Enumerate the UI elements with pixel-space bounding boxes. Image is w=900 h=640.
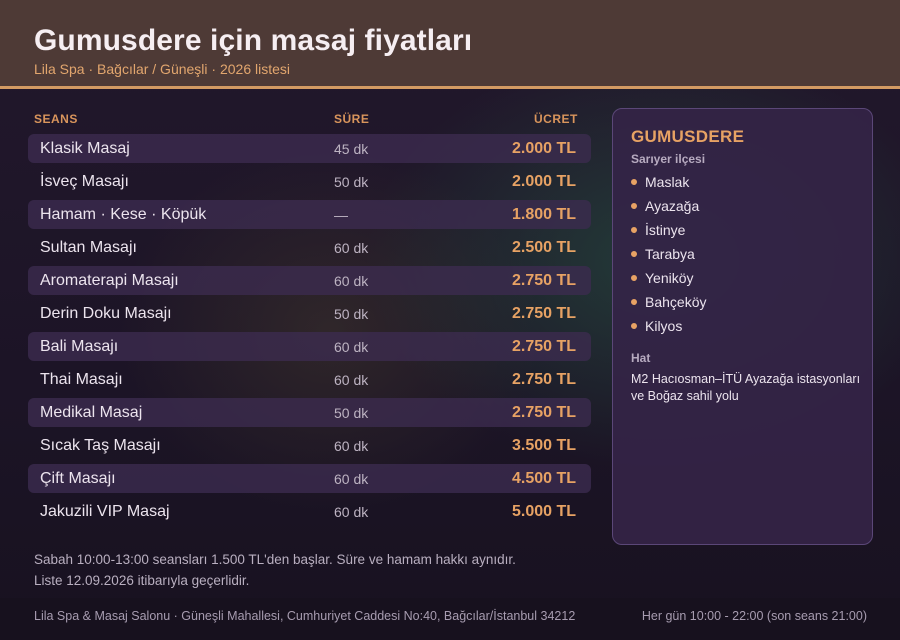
table-row: Derin Doku Masajı 50 dk 2.750 TL [28,297,591,330]
session-name: Bali Masajı [40,337,119,355]
session-price: 2.750 TL [511,271,576,289]
table-row: Aromaterapi Masajı 60 dk 2.750 TL [28,266,591,295]
session-price: 2.750 TL [511,337,576,355]
session-price: 1.800 TL [511,205,576,223]
district-item: Bahçeköy [631,290,706,314]
table-row: Çift Masajı 60 dk 4.500 TL [28,464,591,493]
morning-note: Sabah 10:00-13:00 seansları 1.500 TL'den… [34,552,516,567]
session-price: 4.500 TL [511,469,576,487]
session-price: 2.750 TL [511,370,576,388]
table-row: Hamam · Kese · Köpük — 1.800 TL [28,200,591,229]
district-item: Tarabya [631,242,706,266]
panel-title: GUMUSDERE [631,127,745,146]
page-subtitle: Lila Spa · Bağcılar / Güneşli · 2026 lis… [34,61,291,77]
column-header-duration: SÜRE [334,112,370,126]
session-price: 5.000 TL [511,502,576,520]
session-price: 2.500 TL [511,238,576,256]
table-row: Sultan Masajı 60 dk 2.500 TL [28,231,591,264]
session-name: Medikal Masaj [40,403,143,421]
session-name: İsveç Masajı [40,172,129,190]
table-row: Medikal Masaj 50 dk 2.750 TL [28,398,591,427]
bullet-icon [631,203,637,209]
district-label: Ayazağa [645,198,700,214]
page-title: Gumusdere için masaj fiyatları [34,24,473,57]
page-header: Gumusdere için masaj fiyatları Lila Spa … [0,0,900,89]
table-row: Bali Masajı 60 dk 2.750 TL [28,332,591,361]
session-duration: 50 dk [334,305,369,322]
bullet-icon [631,299,637,305]
session-price: 2.000 TL [511,172,576,190]
session-name: Aromaterapi Masajı [40,271,179,289]
session-duration: 60 dk [334,371,369,388]
session-duration: 60 dk [334,437,369,454]
district-list: Maslak Ayazağa İstinye Tarabya Yeniköy Bahçek… [631,170,706,338]
district-label: Yeniköy [645,270,694,286]
session-price: 3.500 TL [511,436,576,454]
session-name: Klasik Masaj [40,139,130,157]
session-price: 2.750 TL [511,403,576,421]
price-table: Klasik Masaj 45 dk 2.000 TL İsveç Masajı 50 … [28,132,591,528]
session-duration: 45 dk [334,140,369,157]
district-item: Kilyos [631,314,706,338]
district-label: Bahçeköy [645,294,707,310]
table-row: İsveç Masajı 50 dk 2.000 TL [28,165,591,198]
footer-hours: Her gün 10:00 - 22:00 (son seans 21:00) [641,609,867,623]
transit-line-text: M2 Hacıosman–İTÜ Ayazağa istasyonları ve… [631,372,861,403]
bullet-icon [631,323,637,329]
session-name: Thai Masajı [40,370,123,388]
district-label: Tarabya [645,246,695,262]
session-duration: 60 dk [334,239,369,256]
session-duration: 60 dk [334,272,369,289]
table-row: Thai Masajı 60 dk 2.750 TL [28,363,591,396]
bullet-icon [631,227,637,233]
page-footer: Lila Spa & Masaj Salonu · Güneşli Mahall… [0,598,900,640]
session-name: Çift Masajı [40,469,116,487]
table-row: Sıcak Taş Masajı 60 dk 3.500 TL [28,429,591,462]
session-duration: — [334,206,348,223]
validity-note: Liste 12.09.2026 itibarıyla geçerlidir. [34,573,250,588]
district-item: Ayazağa [631,194,706,218]
session-duration: 60 dk [334,470,369,487]
session-price: 2.750 TL [511,304,576,322]
column-header-session: SEANS [34,112,78,126]
district-label: İstinye [645,222,686,238]
session-name: Hamam · Kese · Köpük [40,205,207,223]
session-duration: 60 dk [334,338,369,355]
table-row: Klasik Masaj 45 dk 2.000 TL [28,134,591,163]
table-row: Jakuzili VIP Masaj 60 dk 5.000 TL [28,495,591,528]
district-label: Maslak [645,174,690,190]
footer-address: Lila Spa & Masaj Salonu · Güneşli Mahall… [34,609,576,623]
session-price: 2.000 TL [511,139,576,157]
panel-subtitle: Sarıyer ilçesi [631,152,706,166]
session-name: Sultan Masajı [40,238,137,256]
session-name: Derin Doku Masajı [40,304,172,322]
district-label: Kilyos [645,318,683,334]
session-duration: 60 dk [334,503,369,520]
bullet-icon [631,275,637,281]
session-name: Sıcak Taş Masajı [40,436,161,454]
district-item: Maslak [631,170,706,194]
session-duration: 50 dk [334,173,369,190]
district-item: Yeniköy [631,266,706,290]
transit-line-label: Hat [631,351,651,365]
district-item: İstinye [631,218,706,242]
session-name: Jakuzili VIP Masaj [40,502,170,520]
session-duration: 50 dk [334,404,369,421]
bullet-icon [631,179,637,185]
column-header-price: ÜCRET [534,112,578,126]
bullet-icon [631,251,637,257]
area-info-panel: GUMUSDERE Sarıyer ilçesi Maslak Ayazağa İs… [612,108,873,545]
